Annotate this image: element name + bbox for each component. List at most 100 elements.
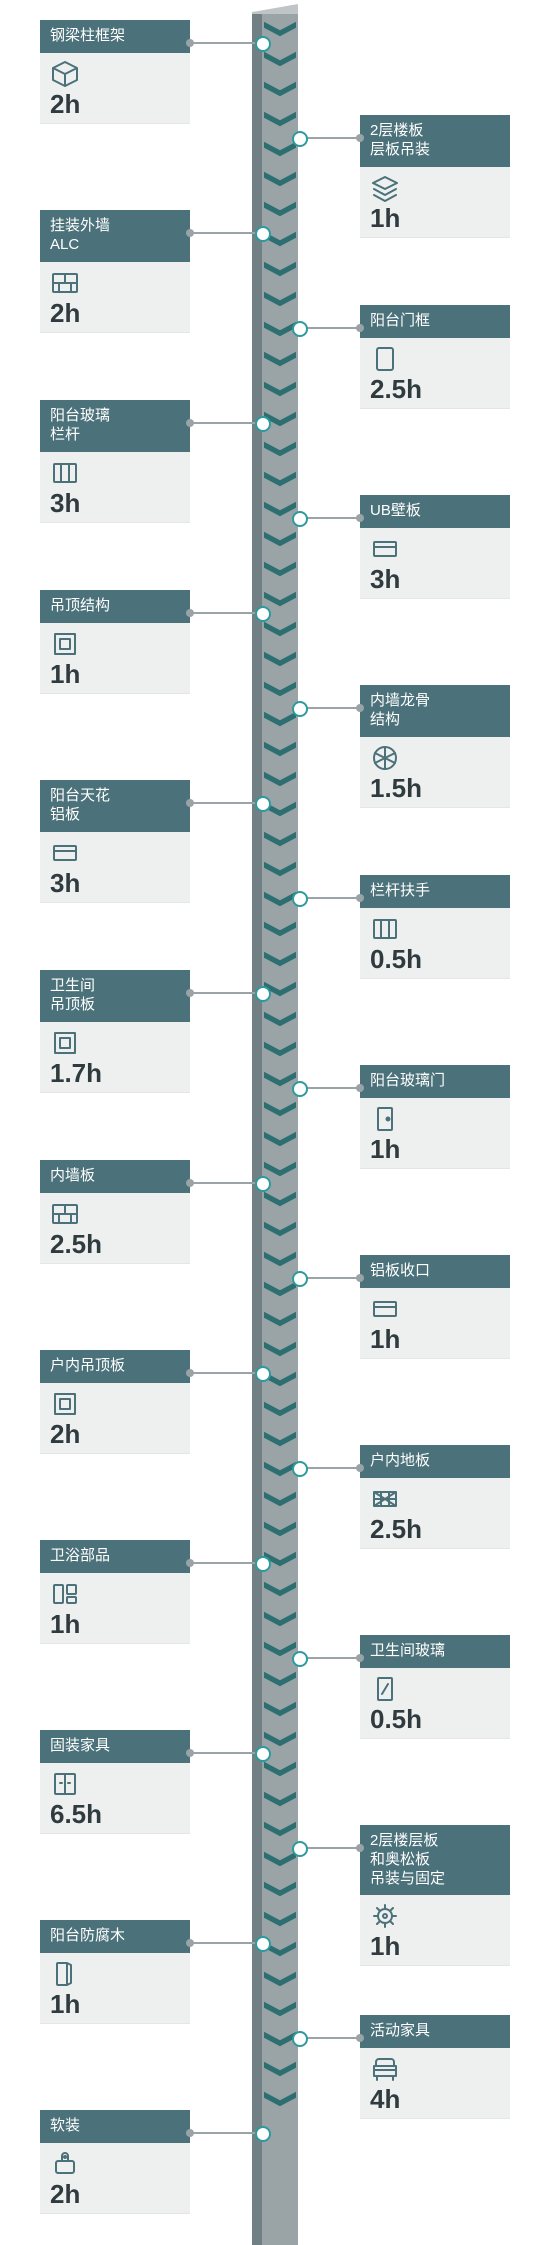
step-title: 活动家具: [360, 2015, 510, 2048]
timeline-row: 阳台门框2.5h: [0, 305, 550, 400]
step-card: 户内吊顶板 2h: [40, 1350, 190, 1453]
panel-icon: [50, 838, 80, 868]
step-duration: 1h: [370, 1326, 400, 1352]
timeline-row: 栏杆扶手 0.5h: [0, 875, 550, 970]
step-body: 4h: [360, 2048, 510, 2118]
step-card: 阳台玻璃门 1h: [360, 1065, 510, 1168]
timeline-row: 卫生间玻璃0.5h: [0, 1635, 550, 1730]
timeline-row: 2层楼层板 和奥松板 吊装与固定1h: [0, 1825, 550, 1920]
step-duration: 6.5h: [50, 1801, 102, 1827]
sofa-icon: [370, 2054, 400, 2084]
timeline-row: 内墙板 2.5h: [0, 1160, 550, 1255]
timeline-row: 2层楼板 层板吊装1h: [0, 115, 550, 210]
step-body: 1h: [360, 1098, 510, 1168]
connector: [190, 422, 265, 424]
step-title: 2层楼板 层板吊装: [360, 115, 510, 167]
step-title: 卫生间 吊顶板: [40, 970, 190, 1022]
timeline: 钢梁柱框架2h2层楼板 层板吊装1h挂装外墙 ALC2h阳台门框2.5h阳台玻璃…: [0, 0, 550, 2245]
step-title: 内墙龙骨 结构: [360, 685, 510, 737]
connector: [298, 707, 360, 709]
step-duration: 1h: [50, 661, 80, 687]
connector: [190, 992, 265, 994]
timeline-row: 钢梁柱框架 2h: [0, 20, 550, 115]
step-title: 阳台玻璃 栏杆: [40, 400, 190, 452]
step-duration: 4h: [370, 2086, 400, 2112]
connector: [190, 2132, 265, 2134]
connector: [190, 612, 265, 614]
step-duration: 2h: [50, 91, 80, 117]
step-card: 活动家具 4h: [360, 2015, 510, 2118]
panel-icon: [370, 534, 400, 564]
step-title: 户内地板: [360, 1445, 510, 1478]
door-frame-icon: [370, 344, 400, 374]
ceiling-frame-icon: [50, 629, 80, 659]
decor-icon: [50, 2149, 80, 2179]
step-card: 阳台防腐木 1h: [40, 1920, 190, 2023]
step-title: 2层楼层板 和奥松板 吊装与固定: [360, 1825, 510, 1895]
step-card: 卫生间玻璃0.5h: [360, 1635, 510, 1738]
connector: [298, 1087, 360, 1089]
connector: [190, 232, 265, 234]
step-title: 阳台天花 铝板: [40, 780, 190, 832]
connector: [298, 2037, 360, 2039]
step-body: 1h: [40, 623, 190, 693]
step-body: 2.5h: [360, 338, 510, 408]
glass-icon: [370, 1674, 400, 1704]
railing-icon: [50, 458, 80, 488]
brick-icon: [50, 268, 80, 298]
connector: [298, 897, 360, 899]
step-title: 钢梁柱框架: [40, 20, 190, 53]
ceiling-frame-icon: [50, 1028, 80, 1058]
connector: [298, 137, 360, 139]
door-icon: [370, 1104, 400, 1134]
cabinet-icon: [50, 1769, 80, 1799]
layers-icon: [370, 173, 400, 203]
timeline-row: 固装家具 6.5h: [0, 1730, 550, 1825]
step-title: 固装家具: [40, 1730, 190, 1763]
step-card: 内墙板 2.5h: [40, 1160, 190, 1263]
step-card: 吊顶结构1h: [40, 590, 190, 693]
step-title: UB壁板: [360, 495, 510, 528]
step-duration: 1h: [50, 1991, 80, 2017]
timeline-row: 阳台玻璃 栏杆3h: [0, 400, 550, 495]
step-duration: 2h: [50, 2181, 80, 2207]
step-duration: 2.5h: [50, 1231, 102, 1257]
step-body: 0.5h: [360, 908, 510, 978]
timeline-row: 阳台天花 铝板3h: [0, 780, 550, 875]
step-card: UB壁板3h: [360, 495, 510, 598]
step-duration: 2.5h: [370, 1516, 422, 1542]
step-card: 铝板收口1h: [360, 1255, 510, 1358]
timeline-row: 活动家具 4h: [0, 2015, 550, 2110]
timeline-row: 阳台防腐木 1h: [0, 1920, 550, 2015]
step-duration: 2h: [50, 1421, 80, 1447]
step-title: 阳台防腐木: [40, 1920, 190, 1953]
timeline-row: 软装 2h: [0, 2110, 550, 2205]
step-title: 内墙板: [40, 1160, 190, 1193]
connector: [190, 1942, 265, 1944]
step-title: 软装: [40, 2110, 190, 2143]
connector: [298, 327, 360, 329]
timeline-row: 户内地板 2.5h: [0, 1445, 550, 1540]
stud-icon: [370, 743, 400, 773]
floor-icon: [370, 1484, 400, 1514]
timeline-row: 铝板收口1h: [0, 1255, 550, 1350]
bath-icon: [50, 1579, 80, 1609]
timeline-row: 阳台玻璃门 1h: [0, 1065, 550, 1160]
timeline-row: 挂装外墙 ALC2h: [0, 210, 550, 305]
step-duration: 1h: [50, 1611, 80, 1637]
step-body: 2h: [40, 2143, 190, 2213]
step-duration: 0.5h: [370, 1706, 422, 1732]
step-title: 户内吊顶板: [40, 1350, 190, 1383]
step-duration: 0.5h: [370, 946, 422, 972]
step-duration: 1h: [370, 1136, 400, 1162]
step-body: 1h: [360, 1288, 510, 1358]
timeline-row: 卫生间 吊顶板1.7h: [0, 970, 550, 1065]
step-card: 阳台门框2.5h: [360, 305, 510, 408]
timeline-row: 卫浴部品1h: [0, 1540, 550, 1635]
step-body: 3h: [360, 528, 510, 598]
connector: [190, 1182, 265, 1184]
step-body: 2h: [40, 1383, 190, 1453]
step-title: 栏杆扶手: [360, 875, 510, 908]
connector: [298, 1847, 360, 1849]
step-title: 阳台玻璃门: [360, 1065, 510, 1098]
